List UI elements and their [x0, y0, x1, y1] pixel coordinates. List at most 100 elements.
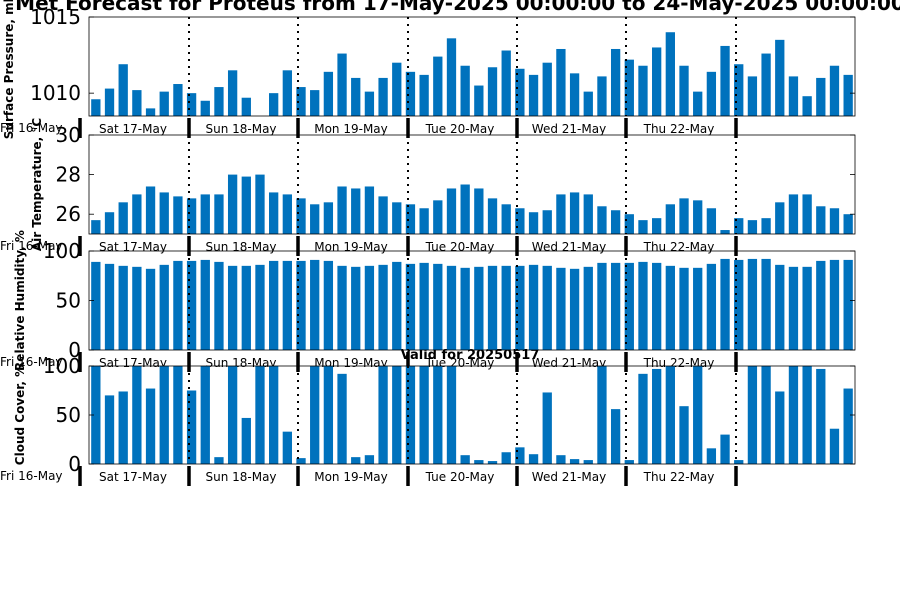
- bar: [693, 366, 703, 464]
- bar: [269, 366, 279, 464]
- bar: [282, 194, 292, 234]
- bar: [638, 261, 648, 350]
- x-day-label: Thu 22-May: [643, 240, 715, 254]
- bar: [665, 32, 675, 117]
- bar: [241, 176, 251, 234]
- bar: [310, 259, 320, 350]
- bar: [843, 214, 853, 234]
- bar: [173, 196, 183, 234]
- bar: [720, 258, 730, 350]
- bar: [460, 184, 470, 234]
- axes-box: [88, 16, 856, 117]
- bar: [446, 188, 457, 234]
- bar: [652, 368, 662, 464]
- bar: [487, 67, 498, 116]
- bar: [474, 460, 484, 464]
- y-tick-label: 30: [56, 123, 81, 147]
- bar: [542, 210, 552, 234]
- bar: [269, 260, 279, 350]
- x-start-label: Fri 16-May: [0, 239, 63, 253]
- bar: [761, 53, 771, 116]
- bar: [706, 71, 717, 116]
- x-day-label: Sat 17-May: [99, 122, 167, 136]
- x-day-label: Wed 21-May: [532, 240, 606, 254]
- bar: [145, 268, 156, 350]
- bar: [501, 265, 511, 350]
- bar: [556, 267, 566, 350]
- bar: [679, 65, 689, 116]
- bar: [788, 194, 799, 234]
- bar: [652, 47, 662, 116]
- bar: [433, 366, 443, 464]
- bar: [788, 76, 799, 116]
- bar: [392, 202, 402, 234]
- bar: [310, 204, 320, 234]
- bar: [282, 260, 292, 350]
- bar: [159, 192, 169, 234]
- bar: [392, 366, 402, 464]
- bar: [296, 260, 306, 350]
- bar: [405, 366, 416, 464]
- bar: [241, 97, 251, 116]
- bar: [173, 84, 183, 116]
- bar: [597, 262, 607, 350]
- bar: [638, 220, 648, 234]
- bar: [200, 259, 210, 350]
- bar: [405, 71, 416, 116]
- bar: [159, 264, 169, 350]
- bar: [378, 264, 388, 350]
- bar: [255, 264, 265, 350]
- bar: [706, 208, 717, 234]
- bar: [419, 262, 429, 350]
- bar: [104, 212, 115, 234]
- bar: [145, 108, 156, 116]
- bar: [487, 461, 498, 464]
- x-day-label: Tue 20-May: [425, 122, 495, 136]
- bar: [132, 90, 142, 116]
- bar: [829, 208, 840, 234]
- bar: [816, 206, 826, 234]
- bar: [351, 457, 361, 464]
- bar: [104, 263, 115, 350]
- bar: [323, 202, 334, 234]
- x-day-label: Wed 21-May: [532, 122, 606, 136]
- bar: [843, 388, 853, 464]
- bar: [364, 91, 375, 116]
- y-tick-label: 26: [56, 202, 81, 226]
- bar: [515, 265, 525, 350]
- bar: [665, 366, 675, 464]
- bar: [337, 53, 347, 116]
- bar: [597, 366, 607, 464]
- bar: [802, 96, 812, 116]
- bar: [323, 71, 334, 116]
- bar: [487, 265, 498, 350]
- bar: [638, 65, 648, 116]
- bar: [775, 264, 785, 350]
- bar: [542, 265, 552, 350]
- bar: [227, 70, 238, 116]
- x-day-label: Sat 17-May: [99, 240, 167, 254]
- bar: [775, 391, 785, 464]
- bar: [378, 196, 388, 234]
- bar: [474, 85, 484, 116]
- x-day-label: Wed 21-May: [532, 470, 606, 484]
- bar: [255, 366, 265, 464]
- bar: [624, 59, 634, 116]
- x-day-label: Tue 20-May: [425, 470, 495, 484]
- bar: [624, 460, 634, 464]
- bar: [610, 262, 621, 350]
- bar: [296, 87, 306, 116]
- bar: [624, 262, 634, 350]
- bar: [761, 366, 771, 464]
- bar: [378, 77, 388, 116]
- bar: [241, 265, 251, 350]
- bar: [515, 68, 525, 116]
- bar: [200, 100, 210, 116]
- bar: [159, 366, 169, 464]
- bar: [227, 174, 238, 234]
- bar: [747, 366, 758, 464]
- bar: [310, 90, 320, 116]
- bar: [693, 267, 703, 350]
